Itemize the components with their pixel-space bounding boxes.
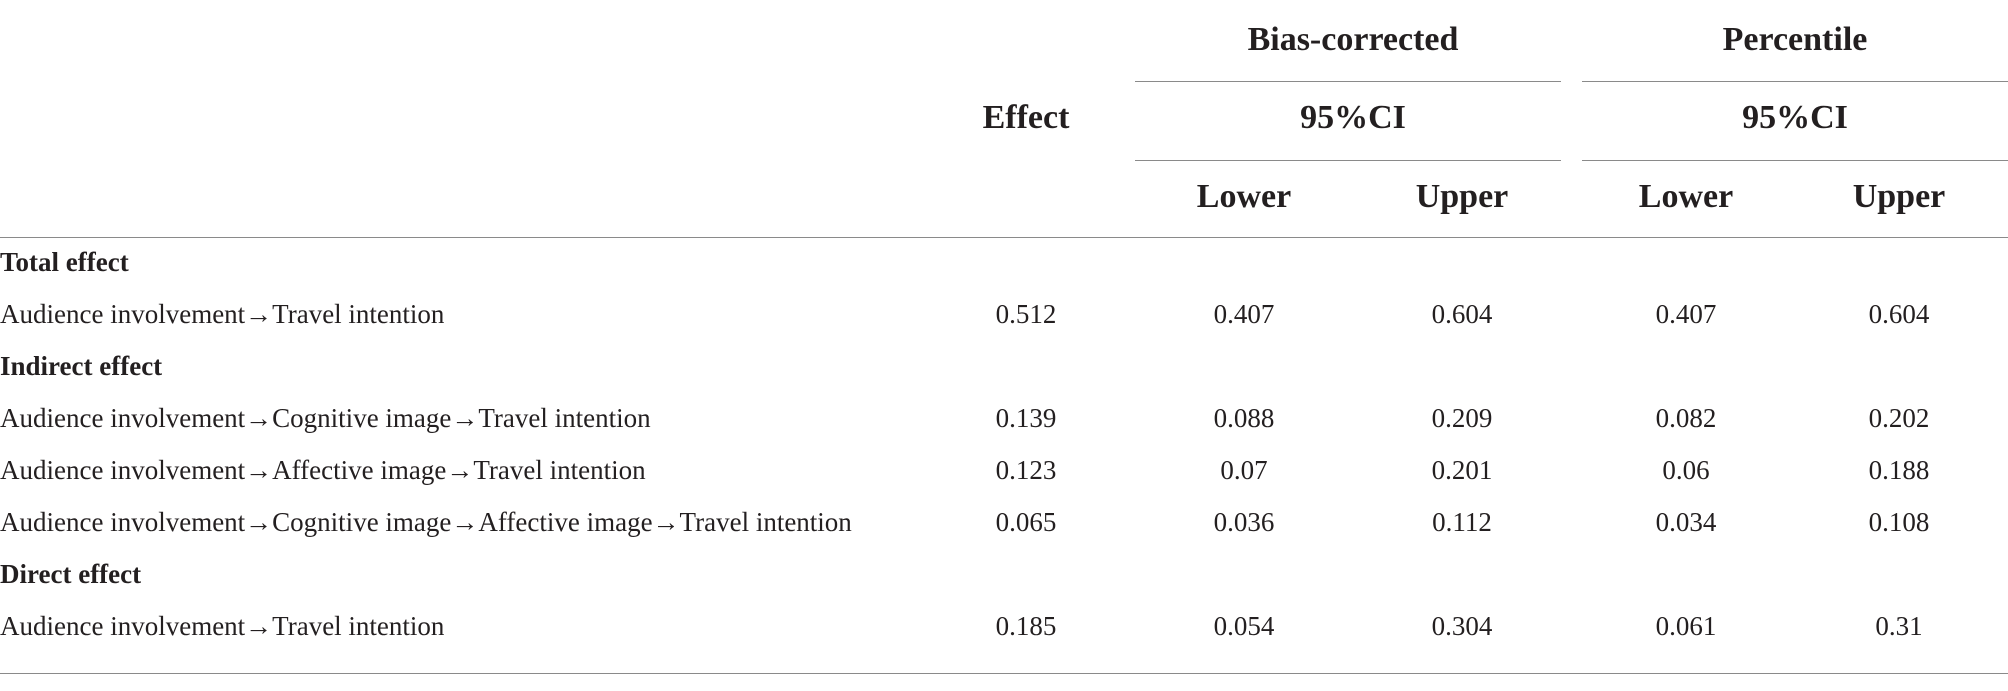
row-percentile-lower: 0.407 xyxy=(1655,299,1717,329)
ci-rule-bias xyxy=(1135,160,1561,161)
row-bias-lower: 0.07 xyxy=(1220,455,1268,485)
row-bias-lower: 0.088 xyxy=(1213,403,1275,433)
row-effect: 0.139 xyxy=(995,403,1057,433)
header-ci-bias: 95%CI xyxy=(1300,99,1406,136)
row-percentile-lower: 0.061 xyxy=(1655,611,1717,641)
row-bias-upper: 0.604 xyxy=(1431,299,1493,329)
section-total-effect: Total effect xyxy=(0,247,129,277)
header-bias-corrected: Bias-corrected xyxy=(1247,21,1459,58)
row-bias-upper: 0.201 xyxy=(1431,455,1493,485)
row-bias-lower: 0.407 xyxy=(1213,299,1275,329)
header-lower-percentile: Lower xyxy=(1638,178,1734,215)
header-rule-bias xyxy=(1135,81,1561,82)
row-effect: 0.123 xyxy=(995,455,1057,485)
row-label: Audience involvement→Affective image→Tra… xyxy=(0,455,646,485)
row-percentile-upper: 0.202 xyxy=(1868,403,1930,433)
row-bias-lower: 0.054 xyxy=(1213,611,1275,641)
header-ci-percentile: 95%CI xyxy=(1742,99,1848,136)
row-percentile-upper: 0.108 xyxy=(1868,507,1930,537)
header-rule-percentile xyxy=(1582,81,2008,82)
ci-rule-percentile xyxy=(1582,160,2008,161)
row-bias-lower: 0.036 xyxy=(1213,507,1275,537)
header-upper-percentile: Upper xyxy=(1852,178,1946,215)
header-bottom-rule xyxy=(0,237,2008,238)
section-direct-effect: Direct effect xyxy=(0,559,142,589)
header-percentile: Percentile xyxy=(1722,21,1868,58)
row-effect: 0.185 xyxy=(995,611,1057,641)
row-effect: 0.512 xyxy=(995,299,1057,329)
row-label: Audience involvement→Cognitive image→Aff… xyxy=(0,507,852,537)
row-bias-upper: 0.304 xyxy=(1431,611,1493,641)
table-bottom-rule xyxy=(0,673,2008,674)
section-indirect-effect: Indirect effect xyxy=(0,351,163,381)
row-percentile-lower: 0.082 xyxy=(1655,403,1717,433)
row-percentile-upper: 0.188 xyxy=(1868,455,1930,485)
row-percentile-upper: 0.31 xyxy=(1875,611,1923,641)
row-label: Audience involvement→Cognitive image→Tra… xyxy=(0,403,651,433)
row-label: Audience involvement→Travel intention xyxy=(0,299,445,329)
row-bias-upper: 0.112 xyxy=(1432,507,1492,537)
row-percentile-lower: 0.06 xyxy=(1662,455,1710,485)
row-label: Audience involvement→Travel intention xyxy=(0,611,445,641)
row-percentile-upper: 0.604 xyxy=(1868,299,1930,329)
header-upper-bias: Upper xyxy=(1415,178,1509,215)
header-effect: Effect xyxy=(982,99,1070,136)
header-lower-bias: Lower xyxy=(1196,178,1292,215)
row-effect: 0.065 xyxy=(995,507,1057,537)
row-bias-upper: 0.209 xyxy=(1431,403,1493,433)
row-percentile-lower: 0.034 xyxy=(1655,507,1717,537)
